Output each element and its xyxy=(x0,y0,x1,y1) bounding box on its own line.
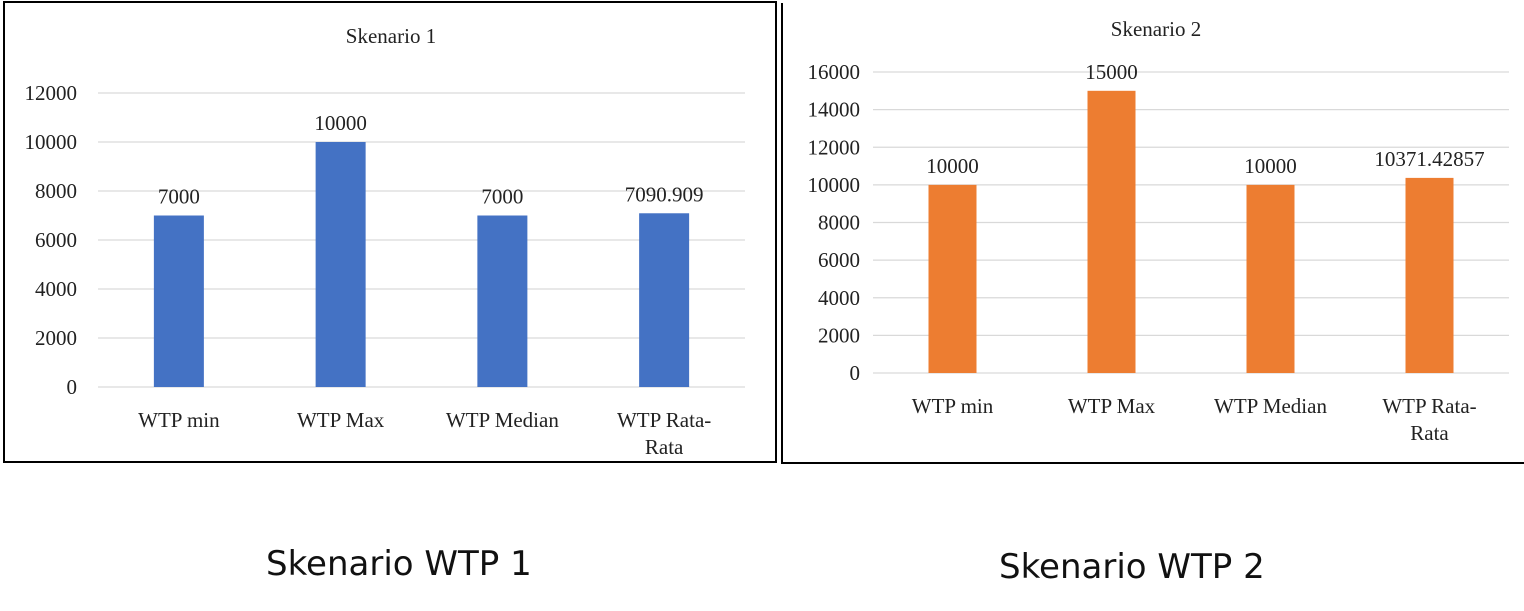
bar xyxy=(928,184,977,373)
y-tick-label: 10000 xyxy=(808,173,861,197)
x-category-label: Rata xyxy=(645,435,684,459)
y-tick-label: 2000 xyxy=(35,326,77,350)
y-tick-label: 8000 xyxy=(818,211,860,235)
x-category-label: WTP Max xyxy=(1068,394,1156,418)
data-label: 10000 xyxy=(314,111,367,135)
bar xyxy=(153,215,204,387)
x-category-label: WTP Median xyxy=(1214,394,1327,418)
bar xyxy=(1246,184,1295,373)
bar-chart-skenario-2: Skenario 2 0 2000 4000 6000 8000 10000 12000 140… xyxy=(808,17,1509,445)
data-label: 7000 xyxy=(481,185,523,209)
y-tick-label: 0 xyxy=(67,375,78,399)
x-category-label: WTP min xyxy=(912,394,994,418)
y-tick-label: 10000 xyxy=(25,130,78,154)
x-category-label: WTP Rata- xyxy=(1382,394,1476,418)
data-label: 15000 xyxy=(1085,60,1138,84)
bar xyxy=(315,142,366,387)
caption-skenario-wtp-2: Skenario WTP 2 xyxy=(999,547,1265,587)
y-tick-label: 16000 xyxy=(808,60,861,84)
bar xyxy=(1405,177,1454,373)
data-label: 10371.42857 xyxy=(1374,147,1484,171)
y-tick-label: 12000 xyxy=(25,81,78,105)
x-category-label: WTP Rata- xyxy=(617,408,711,432)
chart-panel-skenario-1: Skenario 1 0 2000 4000 6000 8000 10000 12000 700… xyxy=(3,1,777,463)
data-label: 7000 xyxy=(158,185,200,209)
y-tick-label: 12000 xyxy=(808,135,861,159)
y-tick-label: 2000 xyxy=(818,323,860,347)
x-category-label: WTP Max xyxy=(297,408,385,432)
data-label: 10000 xyxy=(1244,154,1297,178)
x-category-label: WTP Median xyxy=(446,408,559,432)
chart-title: Skenario 1 xyxy=(346,24,436,48)
chart-title: Skenario 2 xyxy=(1111,17,1201,41)
bar xyxy=(639,213,690,387)
y-tick-label: 6000 xyxy=(35,228,77,252)
y-tick-label: 4000 xyxy=(35,277,77,301)
x-category-label: WTP min xyxy=(138,408,220,432)
y-tick-label: 8000 xyxy=(35,179,77,203)
data-label: 10000 xyxy=(926,154,979,178)
bar-chart-skenario-1: Skenario 1 0 2000 4000 6000 8000 10000 12000 700… xyxy=(25,24,745,459)
bar xyxy=(1087,90,1136,373)
y-tick-label: 4000 xyxy=(818,286,860,310)
caption-skenario-wtp-1: Skenario WTP 1 xyxy=(266,544,532,584)
x-category-label: Rata xyxy=(1410,421,1449,445)
y-tick-label: 0 xyxy=(850,361,861,385)
y-tick-label: 14000 xyxy=(808,98,861,122)
chart-panel-skenario-2: Skenario 2 0 2000 4000 6000 8000 10000 12000 140… xyxy=(781,3,1524,464)
data-label: 7090.909 xyxy=(625,182,704,206)
y-tick-label: 6000 xyxy=(818,248,860,272)
bar xyxy=(477,215,528,387)
